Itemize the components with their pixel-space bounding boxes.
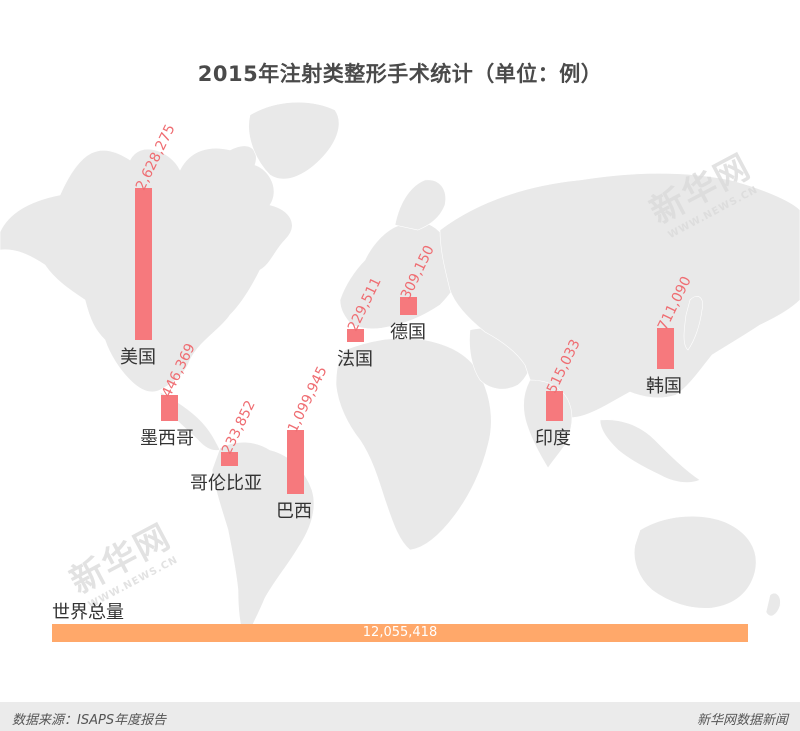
category-label-2: 哥伦比亚 [190,473,262,494]
greenland-shape [248,101,340,180]
japan-shape [683,296,703,351]
category-label-1: 墨西哥 [140,428,194,449]
chart-title: 2015年注射类整形手术统计（单位：例） [197,62,603,86]
new-zealand-shape [765,592,781,617]
scandinavia-shape [394,179,446,231]
source-text: 数据来源：ISAPS年度报告 [12,713,167,728]
asia-shape [439,172,800,418]
category-label-7: 韩国 [646,376,682,397]
bar-1 [161,395,178,421]
bar-4 [347,329,364,342]
total-value: 12,055,418 [362,625,438,640]
australia-shape [633,515,757,609]
total-label: 世界总量 [52,602,124,623]
africa-shape [335,337,492,551]
southeast-asia-shape [599,419,701,483]
total-bar: 12,055,418 [52,624,748,642]
footer: 数据来源：ISAPS年度报告 新华网数据新闻 [0,702,800,731]
bar-7 [657,328,674,369]
category-label-0: 美国 [120,347,156,368]
category-label-4: 法国 [337,349,373,370]
category-label-5: 德国 [390,322,426,343]
brand-text: 新华网数据新闻 [696,713,788,728]
category-label-6: 印度 [535,428,571,449]
bar-2 [221,452,238,466]
bar-3 [287,430,304,494]
bar-6 [546,391,563,421]
bar-5 [400,297,417,315]
category-label-3: 巴西 [276,501,312,522]
bar-0 [135,188,152,340]
